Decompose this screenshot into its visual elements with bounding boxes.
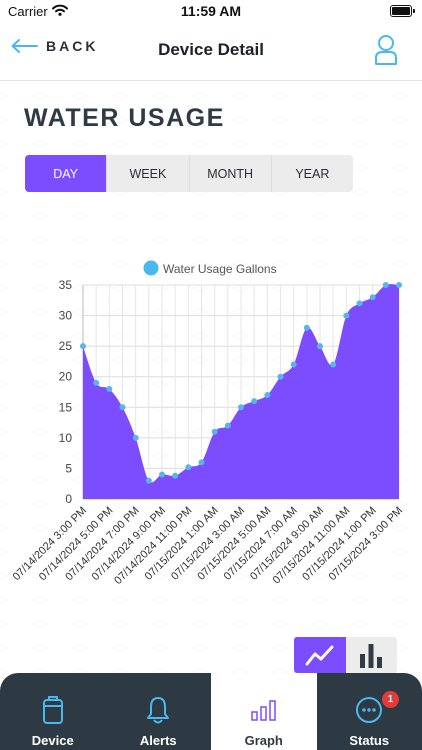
data-point [145, 477, 152, 484]
data-point [238, 404, 244, 411]
data-point [119, 404, 126, 411]
data-point [396, 282, 402, 288]
tab-status-label: Status [349, 733, 390, 748]
tab-graph[interactable]: Graph [211, 673, 317, 750]
bar-chart-button[interactable] [346, 637, 398, 673]
tab-device[interactable]: Device [0, 673, 106, 750]
data-point [93, 379, 100, 386]
tab-month[interactable]: MONTH [190, 155, 272, 192]
line-chart-button[interactable] [294, 637, 346, 673]
data-point [106, 385, 113, 392]
data-point [251, 398, 258, 405]
data-point [382, 282, 389, 288]
data-point [369, 294, 376, 301]
clock: 11:59 AM [180, 3, 242, 19]
tab-alerts-label: Alerts [139, 733, 177, 748]
legend-marker [143, 260, 159, 276]
back-button[interactable]: BACK [10, 38, 98, 54]
bottom-tab-bar: Device Alerts Graph [0, 673, 422, 750]
bar-chart-icon [251, 700, 276, 721]
data-point [172, 472, 179, 479]
y-tick-label: 20 [59, 370, 73, 384]
battery-icon [390, 5, 415, 17]
range-selector: DAY WEEK MONTH YEAR [25, 155, 353, 192]
user-icon [375, 35, 397, 65]
data-point [277, 373, 284, 380]
data-point [80, 343, 86, 350]
data-point [290, 361, 297, 368]
data-point [264, 392, 271, 399]
tab-graph-label: Graph [244, 733, 283, 748]
data-point [185, 464, 192, 471]
wifi-icon [52, 4, 68, 16]
usage-area [83, 284, 399, 499]
back-label: BACK [46, 38, 99, 54]
data-point [343, 312, 350, 319]
tab-year[interactable]: YEAR [295, 166, 330, 181]
data-point [356, 300, 363, 307]
section-title: WATER USAGE [24, 104, 225, 132]
line-chart-icon [305, 645, 334, 666]
navigation-bar: BACK Device Detail [0, 24, 422, 81]
page-title: Device Detail [158, 40, 264, 59]
tab-week[interactable]: WEEK [107, 155, 190, 192]
data-point [224, 422, 231, 429]
y-tick-label: 15 [59, 400, 73, 414]
chart-type-toggle [294, 637, 397, 673]
tab-device-label: Device [31, 733, 74, 748]
status-badge: 1 [381, 691, 399, 708]
data-point [159, 471, 165, 478]
data-point [132, 434, 139, 441]
tab-alerts[interactable]: Alerts [105, 673, 211, 750]
tab-status[interactable]: 1 Status [316, 673, 422, 750]
status-icon [356, 697, 383, 723]
y-tick-label: 30 [59, 309, 73, 323]
data-point [330, 361, 337, 368]
bar-chart-icon [360, 644, 383, 668]
device-icon [42, 696, 63, 724]
data-point [211, 428, 218, 435]
tab-day[interactable]: DAY [25, 155, 108, 192]
legend-label: Water Usage Gallons [163, 262, 277, 276]
y-tick-label: 10 [59, 431, 73, 445]
bell-icon [147, 697, 170, 724]
data-point [317, 343, 323, 350]
y-tick-label: 5 [65, 461, 72, 475]
data-point [198, 459, 205, 466]
status-bar: Carrier 11:59 AM [0, 0, 422, 24]
y-tick-label: 0 [65, 492, 72, 506]
data-point [303, 324, 310, 331]
y-tick-label: 25 [59, 339, 73, 353]
back-arrow-icon [11, 39, 38, 53]
profile-button[interactable] [374, 34, 398, 71]
carrier-label: Carrier [8, 4, 48, 19]
y-tick-label: 35 [59, 278, 73, 292]
